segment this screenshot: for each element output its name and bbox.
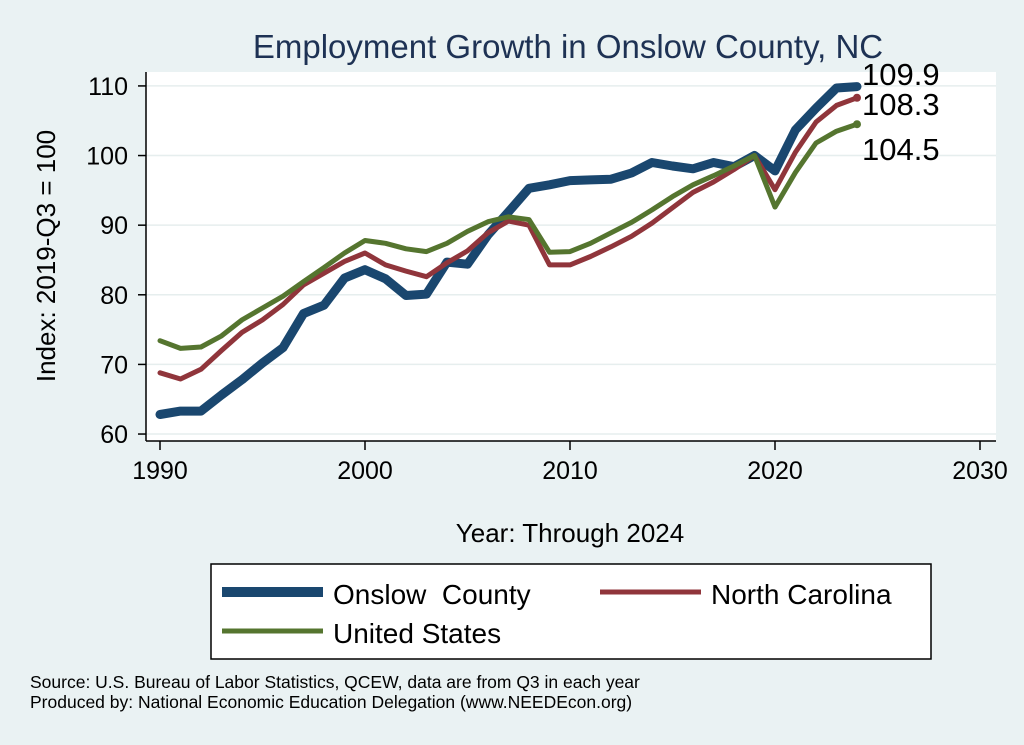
end-point-united-states — [853, 120, 861, 129]
y-tick-label-100: 100 — [86, 143, 128, 171]
y-tick-label-80: 80 — [100, 282, 128, 310]
y-tick-label-70: 70 — [100, 351, 128, 379]
x-tick-label-2030: 2030 — [952, 457, 1008, 485]
legend-label-north-carolina: North Carolina — [711, 579, 892, 610]
x-tick-label-2020: 2020 — [747, 457, 803, 485]
end-point-north-carolina — [853, 93, 861, 102]
end-point-onslow — [853, 82, 861, 91]
x-axis-title: Year: Through 2024 — [456, 518, 684, 548]
y-tick-label-60: 60 — [100, 421, 128, 449]
source-note: Source: U.S. Bureau of Labor Statistics,… — [30, 672, 640, 692]
x-tick-label-2010: 2010 — [542, 457, 598, 485]
end-label-onslow: 109.9 — [862, 57, 940, 92]
chart-title: Employment Growth in Onslow County, NC — [253, 28, 883, 65]
y-tick-label-90: 90 — [100, 212, 128, 240]
y-axis-ticks: 60 70 80 90 100 110 — [86, 73, 146, 449]
legend-label-onslow: Onslow County — [333, 579, 531, 610]
producer-note: Produced by: National Economic Education… — [30, 692, 633, 712]
series-lines — [155, 82, 862, 419]
end-label-north-carolina: 108.3 — [862, 87, 940, 122]
x-tick-label-2000: 2000 — [337, 457, 393, 485]
x-axis-ticks: 1990 2000 2010 2020 2030 — [132, 441, 1008, 485]
plot-area — [146, 72, 996, 441]
legend-box — [210, 563, 932, 660]
series-line-united-states — [157, 121, 860, 351]
y-axis-title: Index: 2019-Q3 = 100 — [31, 130, 61, 382]
end-label-united-states: 104.5 — [862, 132, 940, 167]
y-tick-label-110: 110 — [88, 73, 128, 101]
x-tick-label-1990: 1990 — [132, 457, 188, 485]
legend-label-united-states: United States — [333, 618, 501, 649]
end-points — [853, 82, 861, 129]
